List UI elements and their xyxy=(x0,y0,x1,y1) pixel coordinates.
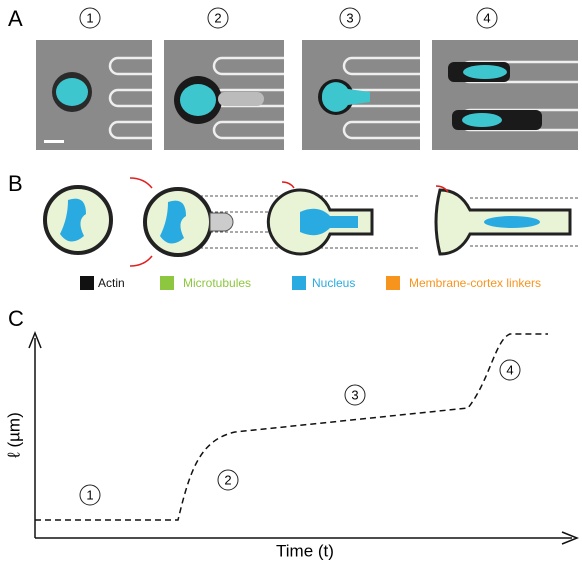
y-axis-label: ℓ (µm) xyxy=(4,412,23,459)
legend-swatch xyxy=(160,276,174,290)
nucleus xyxy=(463,65,507,79)
nucleus xyxy=(484,216,540,228)
length-curve xyxy=(35,334,548,520)
figure: A 1 2 3 4 B Actin Microtubules Nucleus M… xyxy=(0,0,582,563)
scale-bar xyxy=(44,140,64,143)
panel-label: A xyxy=(8,6,23,31)
nucleus xyxy=(56,78,88,106)
y-axis xyxy=(29,333,41,538)
step-number: 2 xyxy=(214,10,221,25)
step-number: 3 xyxy=(351,387,358,402)
nucleus xyxy=(180,84,216,116)
step-number: 1 xyxy=(86,487,93,502)
legend-swatch xyxy=(80,276,94,290)
panel-label: C xyxy=(8,306,24,331)
x-axis-label: Time (t) xyxy=(276,541,334,560)
step-number: 4 xyxy=(483,10,490,25)
legend-swatch xyxy=(386,276,400,290)
panel-label: B xyxy=(8,171,23,196)
legend-label: Actin xyxy=(98,276,125,290)
step-number: 1 xyxy=(86,10,93,25)
step-number: 2 xyxy=(224,472,231,487)
nucleus xyxy=(462,113,502,127)
legend-label: Microtubules xyxy=(183,276,251,290)
legend-label: Nucleus xyxy=(312,276,355,290)
legend-label: Membrane-cortex linkers xyxy=(409,276,541,290)
step-number: 3 xyxy=(346,10,353,25)
protrusion xyxy=(218,92,264,106)
legend-swatch xyxy=(292,276,306,290)
micrograph xyxy=(432,40,578,150)
step-number: 4 xyxy=(506,362,513,377)
protrusion xyxy=(210,213,233,231)
